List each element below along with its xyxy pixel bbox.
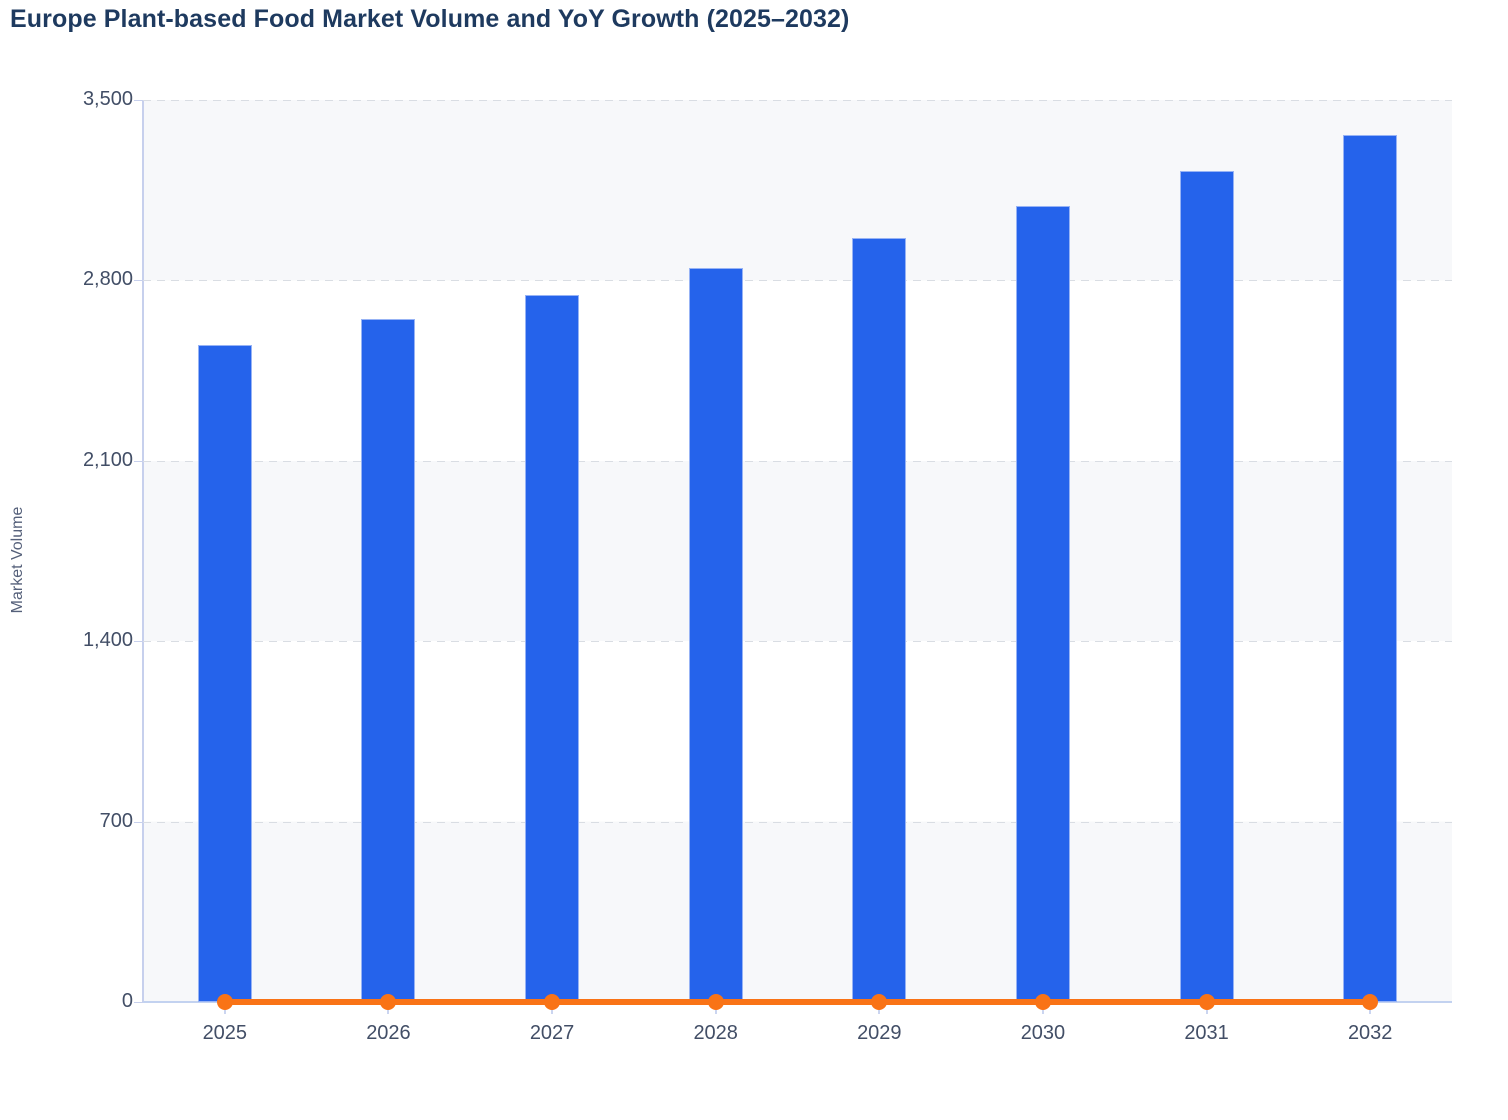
y-tick-label: 2,800 — [82, 268, 133, 291]
yoy-growth-point-2031 — [1198, 994, 1215, 1010]
plot-area — [134, 100, 1452, 1014]
y-axis-tick — [134, 1002, 143, 1003]
bar-2032 — [1343, 134, 1398, 1002]
yoy-growth-point-2030 — [1034, 994, 1051, 1010]
yoy-growth-point-2029 — [871, 994, 888, 1010]
y-tick-label: 1,400 — [82, 629, 133, 652]
x-tick-label-2025: 2025 — [202, 1022, 248, 1044]
gridline — [143, 460, 1452, 462]
x-tick-label-2030: 2030 — [1020, 1022, 1066, 1044]
y-axis-tick — [134, 821, 143, 823]
bar-2027 — [525, 294, 580, 1002]
y-axis-tick — [134, 641, 143, 643]
x-tick-label-2032: 2032 — [1347, 1022, 1393, 1044]
chart-title: Europe Plant-based Food Market Volume an… — [10, 5, 850, 33]
y-axis-line — [142, 100, 144, 1002]
yoy-growth-point-2027 — [544, 994, 561, 1010]
x-tick-label-2031: 2031 — [1184, 1022, 1229, 1044]
bar-2030 — [1015, 205, 1070, 1002]
bar-2028 — [688, 267, 743, 1002]
y-tick-label: 2,100 — [82, 448, 133, 471]
gridline — [143, 821, 1452, 823]
gridline — [143, 100, 1452, 101]
y-axis-tick — [134, 100, 143, 101]
y-axis-tick — [134, 280, 143, 282]
y-axis-title: Market Volume — [9, 506, 26, 614]
bar-2031 — [1179, 170, 1234, 1002]
yoy-growth-point-2025 — [216, 994, 233, 1010]
y-tick-label: 700 — [99, 809, 133, 832]
x-tick-label-2027: 2027 — [529, 1022, 575, 1044]
gridline — [143, 280, 1452, 282]
bar-2029 — [852, 237, 907, 1002]
bar-2026 — [361, 319, 416, 1002]
gridline — [143, 641, 1452, 643]
yoy-growth-point-2032 — [1362, 994, 1379, 1010]
yoy-growth-point-2026 — [380, 994, 397, 1010]
y-axis-tick — [134, 460, 143, 462]
yoy-growth-point-2028 — [707, 994, 724, 1010]
x-tick-label-2026: 2026 — [366, 1022, 411, 1044]
x-tick-label-2028: 2028 — [693, 1022, 738, 1044]
x-tick-label-2029: 2029 — [857, 1022, 902, 1044]
y-tick-label: 0 — [121, 990, 133, 1012]
y-tick-label: 3,500 — [82, 88, 133, 110]
yoy-growth-line — [224, 999, 1371, 1005]
bar-2025 — [197, 344, 252, 1002]
